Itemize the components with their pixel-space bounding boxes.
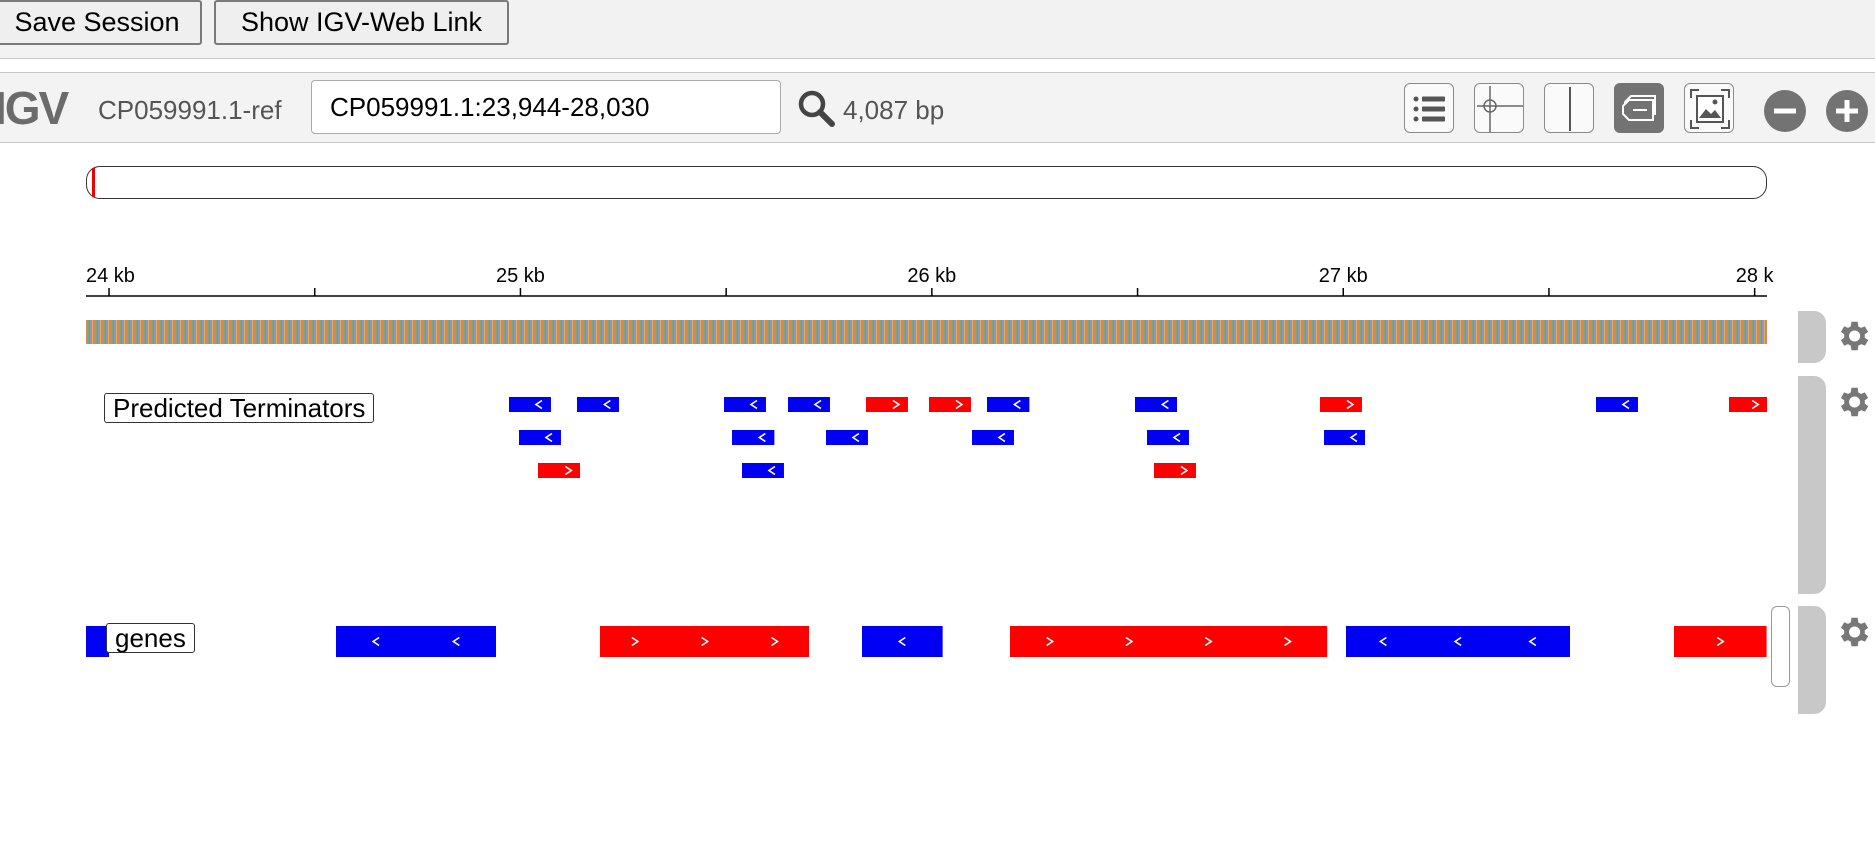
igv-logo: IGV xyxy=(0,82,69,134)
terminator-feature[interactable] xyxy=(1146,430,1189,445)
gene-feature[interactable] xyxy=(1010,626,1328,657)
crosshair-button[interactable] xyxy=(1474,83,1524,133)
ruler-tick-label: 26 kb xyxy=(907,265,956,287)
terminator-feature[interactable] xyxy=(1595,397,1638,412)
genome-label[interactable]: CP059991.1-ref xyxy=(98,95,282,125)
predicted-terminators-track[interactable] xyxy=(86,390,1767,500)
terminators-gear-icon[interactable] xyxy=(1834,383,1872,421)
terminator-feature[interactable] xyxy=(741,463,784,478)
ruler-tick-label: 25 kb xyxy=(496,265,545,287)
genes-track-scrollbar[interactable] xyxy=(1798,606,1826,714)
save-session-button[interactable]: Save Session xyxy=(0,0,202,45)
screenshot-icon xyxy=(1690,89,1730,129)
ruler-tick-label: 27 kb xyxy=(1319,265,1368,287)
current-region-marker xyxy=(92,168,95,197)
terminator-feature[interactable] xyxy=(538,463,581,478)
ruler-track[interactable]: 24 kb 25 kb 26 kb 27 kb 28 k xyxy=(86,258,1775,300)
terminator-feature[interactable] xyxy=(509,397,552,412)
center-line-icon xyxy=(1569,87,1571,131)
terminator-feature[interactable] xyxy=(928,397,971,412)
terminator-feature[interactable] xyxy=(1728,397,1767,412)
show-igv-web-link-button[interactable]: Show IGV-Web Link xyxy=(214,0,509,45)
terminator-feature[interactable] xyxy=(825,430,868,445)
gene-feature[interactable] xyxy=(1346,626,1571,657)
terminator-feature[interactable] xyxy=(519,430,562,445)
terminator-feature[interactable] xyxy=(724,397,767,412)
save-image-button[interactable] xyxy=(1684,83,1734,133)
ruler-tick-label: 24 kb xyxy=(86,265,135,287)
genes-track[interactable] xyxy=(86,626,1767,658)
gene-feature[interactable] xyxy=(86,626,110,657)
terminator-feature[interactable] xyxy=(865,397,908,412)
crosshair-icon xyxy=(1477,86,1523,132)
chromosome-ideogram[interactable] xyxy=(86,166,1767,199)
genes-label: genes xyxy=(106,623,195,653)
sequence-track[interactable] xyxy=(86,320,1767,344)
track-labels-icon xyxy=(1622,95,1656,121)
terminator-feature[interactable] xyxy=(987,397,1030,412)
terminator-feature[interactable] xyxy=(1134,397,1178,412)
track-list-icon xyxy=(1413,96,1445,122)
terminators-track-scrollbar[interactable] xyxy=(1798,376,1826,594)
track-labels-button[interactable] xyxy=(1614,83,1664,133)
session-toolbar: Save Session Show IGV-Web Link xyxy=(0,0,1875,59)
ruler-tick-label: 28 k xyxy=(1736,265,1775,287)
gene-feature[interactable] xyxy=(1674,626,1767,657)
terminator-feature[interactable] xyxy=(972,430,1015,445)
search-icon[interactable] xyxy=(797,89,835,127)
gene-feature[interactable] xyxy=(335,626,497,657)
center-line-button[interactable] xyxy=(1544,83,1594,133)
zoom-in-icon[interactable] xyxy=(1825,89,1869,133)
gene-feature[interactable] xyxy=(861,626,943,657)
gene-feature[interactable] xyxy=(599,626,810,657)
sequence-gear-icon[interactable] xyxy=(1834,317,1872,355)
terminator-feature[interactable] xyxy=(1319,397,1362,412)
terminator-feature[interactable] xyxy=(1154,463,1196,478)
terminator-feature[interactable] xyxy=(732,430,775,445)
genes-gear-icon[interactable] xyxy=(1834,613,1872,651)
locus-search-input[interactable] xyxy=(311,80,781,134)
zoom-out-icon[interactable] xyxy=(1763,89,1807,133)
terminator-feature[interactable] xyxy=(576,397,620,412)
igv-navbar: IGV CP059991.1-ref 4,087 bp xyxy=(0,72,1875,143)
predicted-terminators-label: Predicted Terminators xyxy=(104,393,375,423)
sequence-track-scrollbar[interactable] xyxy=(1798,311,1826,363)
scroll-thumb[interactable] xyxy=(1771,606,1790,687)
terminator-feature[interactable] xyxy=(1323,430,1366,445)
window-size-label: 4,087 bp xyxy=(843,95,945,125)
terminator-feature[interactable] xyxy=(788,397,831,412)
track-list-button[interactable] xyxy=(1404,83,1454,133)
